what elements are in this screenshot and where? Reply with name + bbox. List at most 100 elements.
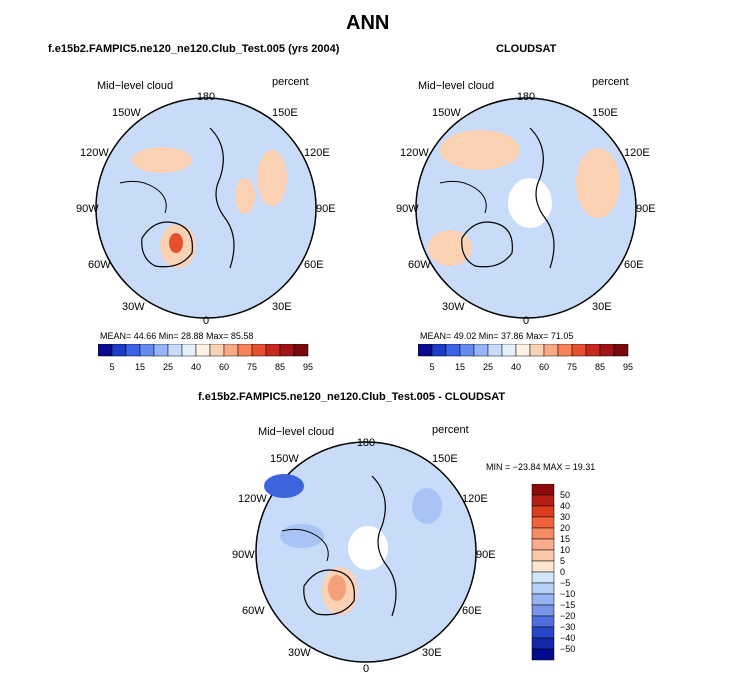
colorbar-swatch — [111, 344, 127, 357]
colorbar-swatch — [531, 582, 555, 595]
colorbar-swatch — [251, 344, 267, 357]
cloud-warm-region — [132, 147, 192, 173]
colorbar-swatch — [293, 344, 309, 357]
colorbar-swatch — [531, 516, 555, 529]
panel3-stats: MIN = −23.84 MAX = 19.31 — [486, 462, 596, 472]
colorbar-swatch — [531, 538, 555, 551]
coastline — [141, 221, 193, 268]
cloud-warm-region — [576, 148, 620, 218]
lon-label: 30E — [592, 301, 612, 313]
lon-label: 150E — [592, 107, 618, 119]
cloud-deficit-region — [412, 488, 442, 524]
colorbar-label: 10 — [560, 545, 570, 555]
lon-label: 0 — [363, 663, 369, 675]
lon-label: 120E — [624, 147, 650, 159]
colorbar-swatch — [445, 344, 461, 357]
colorbar-swatch — [543, 344, 559, 357]
lon-label: 150E — [272, 107, 298, 119]
colorbar-swatch — [531, 571, 555, 584]
colorbar-swatch — [531, 484, 555, 496]
colorbar-swatch — [167, 344, 183, 357]
colorbar-label: −15 — [560, 600, 575, 610]
panel2-title: CLOUDSAT — [496, 43, 557, 55]
colorbar-swatch — [599, 344, 615, 357]
colorbar-swatch — [501, 344, 517, 357]
lon-label: 30W — [122, 301, 145, 313]
colorbar-label: −50 — [560, 644, 575, 654]
cloud-deficit-region — [264, 474, 304, 498]
coastline — [209, 127, 235, 269]
colorbar-label: −5 — [560, 578, 570, 588]
colorbar-swatch — [571, 344, 587, 357]
panel2-units: percent — [592, 76, 629, 88]
coastline — [529, 127, 555, 269]
lon-label: 60W — [242, 605, 265, 617]
panel2-colorbar: 5 15 25 40 60 75 85 95 — [418, 344, 633, 372]
lon-label: 90W — [232, 549, 255, 561]
colorbar-swatch — [531, 604, 555, 617]
colorbar-swatch — [557, 344, 573, 357]
panel3-map: 180 150E 120E 90E 60E 30E 0 30W 60W 90W … — [232, 437, 496, 675]
lon-label: 60W — [88, 259, 111, 271]
panel1-map: 180 150E 120E 90E 60E 30E 0 30W 60W 90W … — [76, 91, 336, 327]
colorbar-label: 85 — [595, 362, 605, 372]
colorbar-swatch — [195, 344, 211, 357]
lon-label: 120E — [304, 147, 330, 159]
lon-label: 180 — [517, 91, 535, 103]
panel1-stats: MEAN= 44.66 Min= 28.88 Max= 85.58 — [100, 331, 254, 341]
panel3-variable: Mid−level cloud — [258, 426, 335, 438]
colorbar-label: 40 — [191, 362, 201, 372]
colorbar-label: 95 — [303, 362, 313, 372]
lon-label: 180 — [197, 91, 215, 103]
colorbar-label: 40 — [511, 362, 521, 372]
lon-label: 120E — [462, 493, 488, 505]
panel2-map: 180 150E 120E 90E 60E 30E 0 30W 60W 90W … — [396, 91, 656, 327]
colorbar-swatch — [279, 344, 295, 357]
colorbar-label: −20 — [560, 611, 575, 621]
colorbar-label: 75 — [567, 362, 577, 372]
colorbar-label: 15 — [135, 362, 145, 372]
lon-label: 0 — [523, 315, 529, 327]
lon-label: 90E — [316, 203, 336, 215]
panel2-variable: Mid−level cloud — [418, 80, 495, 92]
cloud-warm-region — [235, 178, 255, 214]
cloud-deficit-region — [280, 524, 324, 548]
colorbar-swatch — [529, 344, 545, 357]
coastline — [439, 180, 487, 214]
panel2-stats: MEAN= 49.02 Min= 37.86 Max= 71.05 — [420, 331, 574, 341]
panel3-units: percent — [432, 424, 469, 436]
lon-label: 60E — [462, 605, 482, 617]
figure-title: ANN — [346, 12, 390, 34]
colorbar-swatch — [531, 549, 555, 562]
colorbar-swatch — [613, 344, 629, 357]
colorbar-swatch — [585, 344, 601, 357]
lon-label: 60E — [304, 259, 324, 271]
colorbar-label: 30 — [560, 512, 570, 522]
lon-label: 150W — [432, 107, 461, 119]
panel1-units: percent — [272, 76, 309, 88]
colorbar-swatch — [531, 637, 555, 650]
colorbar-label: −40 — [560, 633, 575, 643]
lon-label: 90E — [476, 549, 496, 561]
colorbar-label: 15 — [455, 362, 465, 372]
colorbar-swatch — [531, 505, 555, 518]
lon-label: 30E — [422, 647, 442, 659]
colorbar-swatch — [418, 344, 433, 357]
colorbar-label: 75 — [247, 362, 257, 372]
colorbar-label: 50 — [560, 490, 570, 500]
lon-label: 90W — [396, 203, 419, 215]
colorbar-swatch — [515, 344, 531, 357]
colorbar-label: 25 — [163, 362, 173, 372]
colorbar-label: 20 — [560, 523, 570, 533]
colorbar-label: 60 — [219, 362, 229, 372]
panel1-variable: Mid−level cloud — [97, 80, 174, 92]
colorbar-label: 40 — [560, 501, 570, 511]
colorbar-swatch — [531, 560, 555, 573]
lon-label: 120W — [238, 493, 267, 505]
colorbar-label: 15 — [560, 534, 570, 544]
cloud-excess-region — [328, 575, 346, 601]
colorbar-swatch — [531, 648, 555, 661]
lon-label: 30E — [272, 301, 292, 313]
colorbar-label: 5 — [109, 362, 114, 372]
